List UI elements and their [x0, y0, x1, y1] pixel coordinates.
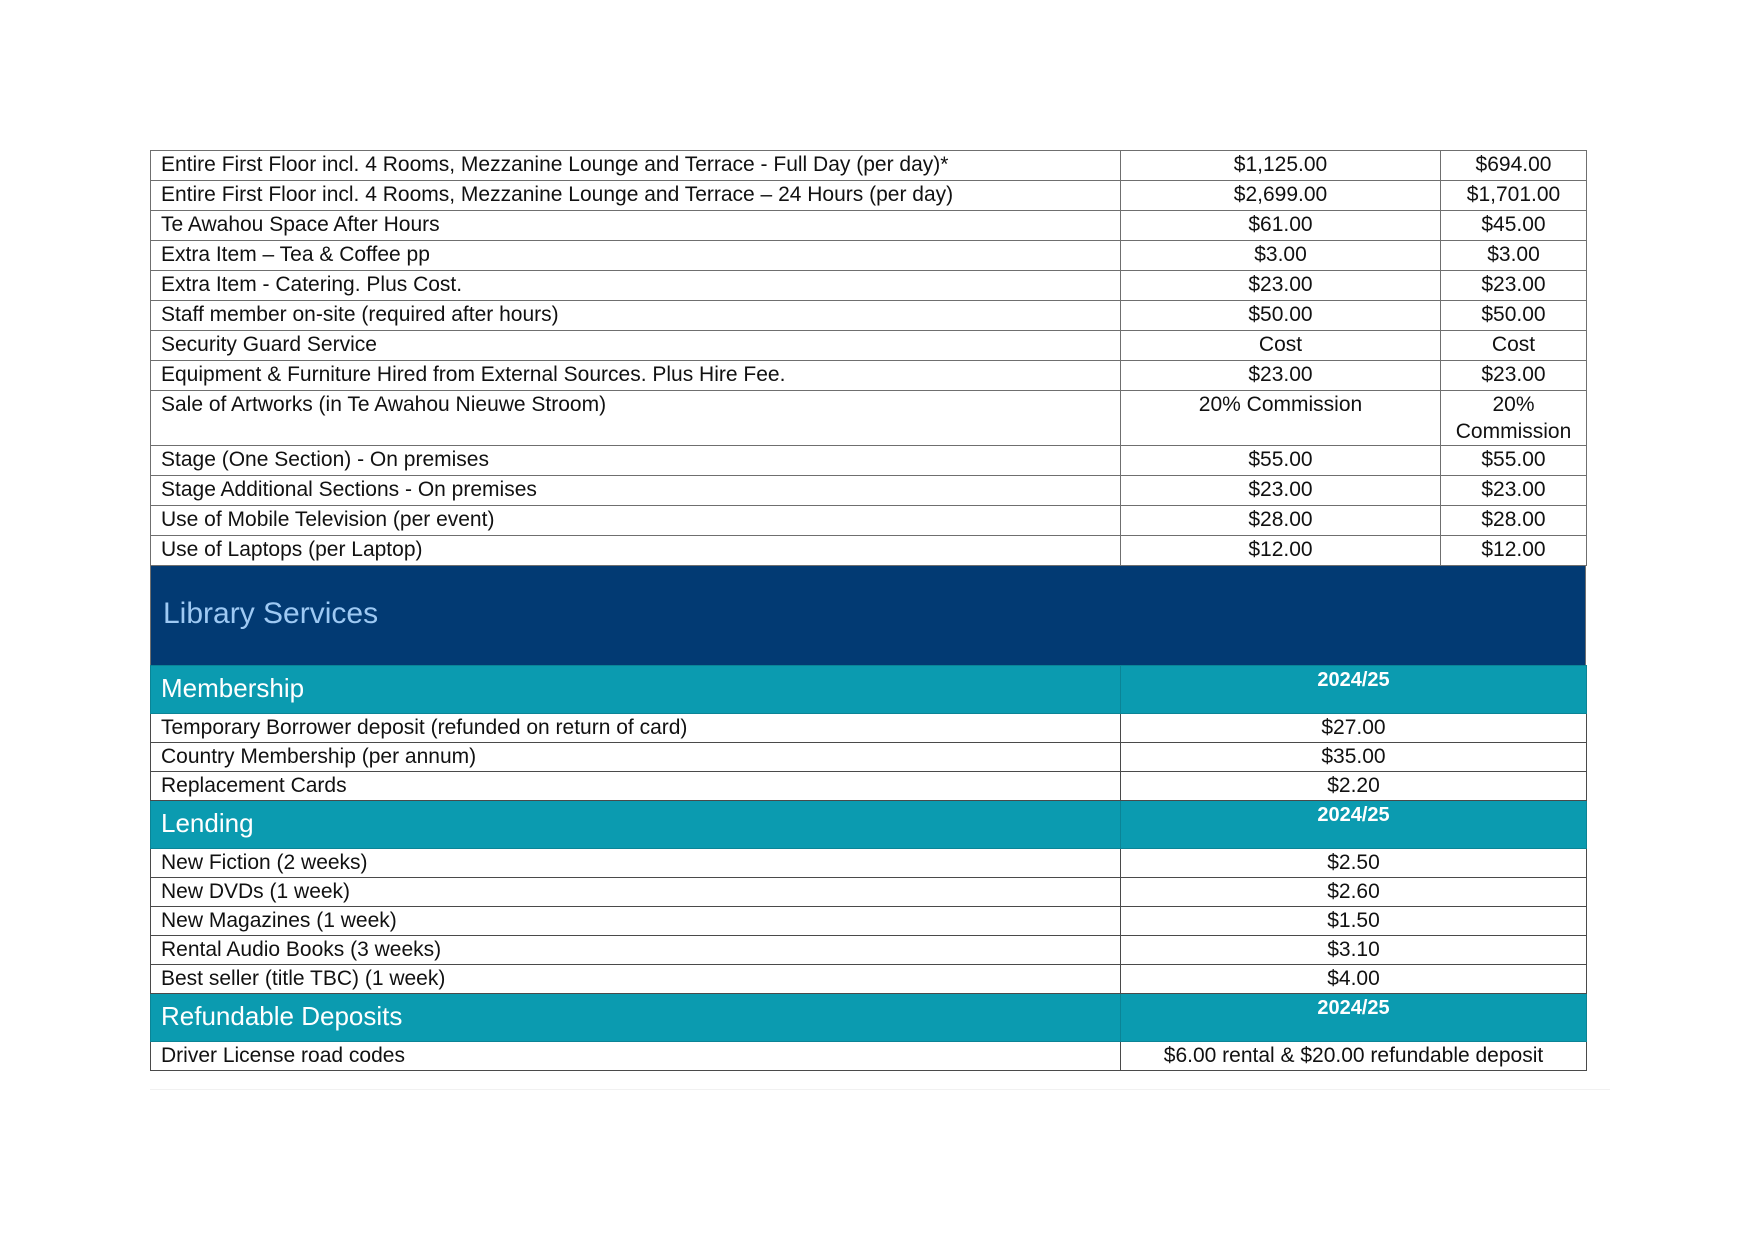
fee-item: Staff member on-site (required after hou… — [150, 300, 1121, 331]
fee-price-a: $3.00 — [1120, 240, 1441, 271]
table-row: Staff member on-site (required after hou… — [150, 300, 1587, 331]
section-year: 2024/25 — [1120, 665, 1587, 714]
section-header-refundable-deposits: Refundable Deposits 2024/25 — [150, 993, 1587, 1042]
table-row: Extra Item – Tea & Coffee pp $3.00 $3.00 — [150, 240, 1587, 271]
service-item: New Magazines (1 week) — [150, 906, 1121, 936]
fee-price-a: $55.00 — [1120, 445, 1441, 476]
section-title: Refundable Deposits — [150, 993, 1121, 1042]
fee-price-b: $23.00 — [1440, 475, 1587, 506]
fee-item: Use of Mobile Television (per event) — [150, 505, 1121, 536]
table-row: Use of Mobile Television (per event) $28… — [150, 505, 1587, 536]
service-item: Country Membership (per annum) — [150, 742, 1121, 772]
fee-price-b: $23.00 — [1440, 270, 1587, 301]
service-item: Rental Audio Books (3 weeks) — [150, 935, 1121, 965]
fee-item: Security Guard Service — [150, 330, 1121, 361]
fee-item: Extra Item - Catering. Plus Cost. — [150, 270, 1121, 301]
fee-price-a: 20% Commission — [1120, 390, 1441, 446]
fee-price-b: 20% Commission — [1440, 390, 1587, 446]
service-price: $1.50 — [1120, 906, 1587, 936]
service-price: $35.00 — [1120, 742, 1587, 772]
table-row: Entire First Floor incl. 4 Rooms, Mezzan… — [150, 180, 1587, 211]
section-title: Membership — [150, 665, 1121, 714]
service-price: $4.00 — [1120, 964, 1587, 994]
table-row: New Magazines (1 week) $1.50 — [150, 906, 1587, 936]
page-divider — [150, 1089, 1610, 1090]
fee-item: Extra Item – Tea & Coffee pp — [150, 240, 1121, 271]
fee-item: Stage (One Section) - On premises — [150, 445, 1121, 476]
section-header-lending: Lending 2024/25 — [150, 800, 1587, 849]
fee-price-a: $23.00 — [1120, 270, 1441, 301]
service-price: $2.60 — [1120, 877, 1587, 907]
service-item: Replacement Cards — [150, 771, 1121, 801]
fee-item: Te Awahou Space After Hours — [150, 210, 1121, 241]
fee-price-a: $1,125.00 — [1120, 150, 1441, 181]
service-price: $6.00 rental & $20.00 refundable deposit — [1120, 1041, 1587, 1071]
service-item: Best seller (title TBC) (1 week) — [150, 964, 1121, 994]
fee-item: Entire First Floor incl. 4 Rooms, Mezzan… — [150, 150, 1121, 181]
fee-price-a: $61.00 — [1120, 210, 1441, 241]
fee-price-b: $50.00 — [1440, 300, 1587, 331]
table-row: Driver License road codes $6.00 rental &… — [150, 1041, 1587, 1071]
fee-item: Sale of Artworks (in Te Awahou Nieuwe St… — [150, 390, 1121, 446]
table-row: Stage Additional Sections - On premises … — [150, 475, 1587, 506]
service-item: New DVDs (1 week) — [150, 877, 1121, 907]
fee-price-a: $23.00 — [1120, 475, 1441, 506]
fee-price-b: $694.00 — [1440, 150, 1587, 181]
fee-price-a: $23.00 — [1120, 360, 1441, 391]
fees-document: Entire First Floor incl. 4 Rooms, Mezzan… — [150, 150, 1587, 1071]
service-price: $2.20 — [1120, 771, 1587, 801]
fee-price-b: $3.00 — [1440, 240, 1587, 271]
section-header-membership: Membership 2024/25 — [150, 665, 1587, 714]
fee-price-a: $28.00 — [1120, 505, 1441, 536]
fee-price-b: $28.00 — [1440, 505, 1587, 536]
section-year: 2024/25 — [1120, 993, 1587, 1042]
table-row: Country Membership (per annum) $35.00 — [150, 742, 1587, 772]
table-row: Best seller (title TBC) (1 week) $4.00 — [150, 964, 1587, 994]
section-year: 2024/25 — [1120, 800, 1587, 849]
table-row: Security Guard Service Cost Cost — [150, 330, 1587, 361]
table-row: Stage (One Section) - On premises $55.00… — [150, 445, 1587, 476]
table-row: Rental Audio Books (3 weeks) $3.10 — [150, 935, 1587, 965]
facility-fees-table: Entire First Floor incl. 4 Rooms, Mezzan… — [150, 150, 1587, 566]
fee-item: Entire First Floor incl. 4 Rooms, Mezzan… — [150, 180, 1121, 211]
fee-price-b: Cost — [1440, 330, 1587, 361]
fee-price-b: $12.00 — [1440, 535, 1587, 566]
table-row: Te Awahou Space After Hours $61.00 $45.0… — [150, 210, 1587, 241]
service-price: $3.10 — [1120, 935, 1587, 965]
table-row: New Fiction (2 weeks) $2.50 — [150, 848, 1587, 878]
table-row: Temporary Borrower deposit (refunded on … — [150, 713, 1587, 743]
table-row: Extra Item - Catering. Plus Cost. $23.00… — [150, 270, 1587, 301]
table-row: Replacement Cards $2.20 — [150, 771, 1587, 801]
fee-price-a: $50.00 — [1120, 300, 1441, 331]
library-services-banner: Library Services — [150, 566, 1586, 665]
service-price: $2.50 — [1120, 848, 1587, 878]
section-title: Lending — [150, 800, 1121, 849]
table-row: New DVDs (1 week) $2.60 — [150, 877, 1587, 907]
table-row: Equipment & Furniture Hired from Externa… — [150, 360, 1587, 391]
library-services-title: Library Services — [163, 597, 379, 630]
service-price: $27.00 — [1120, 713, 1587, 743]
fee-price-a: $2,699.00 — [1120, 180, 1441, 211]
table-row: Entire First Floor incl. 4 Rooms, Mezzan… — [150, 150, 1587, 181]
service-item: New Fiction (2 weeks) — [150, 848, 1121, 878]
fee-price-b: $1,701.00 — [1440, 180, 1587, 211]
service-item: Driver License road codes — [150, 1041, 1121, 1071]
fee-item: Stage Additional Sections - On premises — [150, 475, 1121, 506]
fee-item: Use of Laptops (per Laptop) — [150, 535, 1121, 566]
fee-price-b: $55.00 — [1440, 445, 1587, 476]
table-row: Use of Laptops (per Laptop) $12.00 $12.0… — [150, 535, 1587, 566]
fee-item: Equipment & Furniture Hired from Externa… — [150, 360, 1121, 391]
library-services-table: Membership 2024/25 Temporary Borrower de… — [150, 665, 1587, 1071]
service-item: Temporary Borrower deposit (refunded on … — [150, 713, 1121, 743]
table-row: Sale of Artworks (in Te Awahou Nieuwe St… — [150, 390, 1587, 446]
fee-price-a: $12.00 — [1120, 535, 1441, 566]
fee-price-a: Cost — [1120, 330, 1441, 361]
fee-price-b: $45.00 — [1440, 210, 1587, 241]
fee-price-b: $23.00 — [1440, 360, 1587, 391]
